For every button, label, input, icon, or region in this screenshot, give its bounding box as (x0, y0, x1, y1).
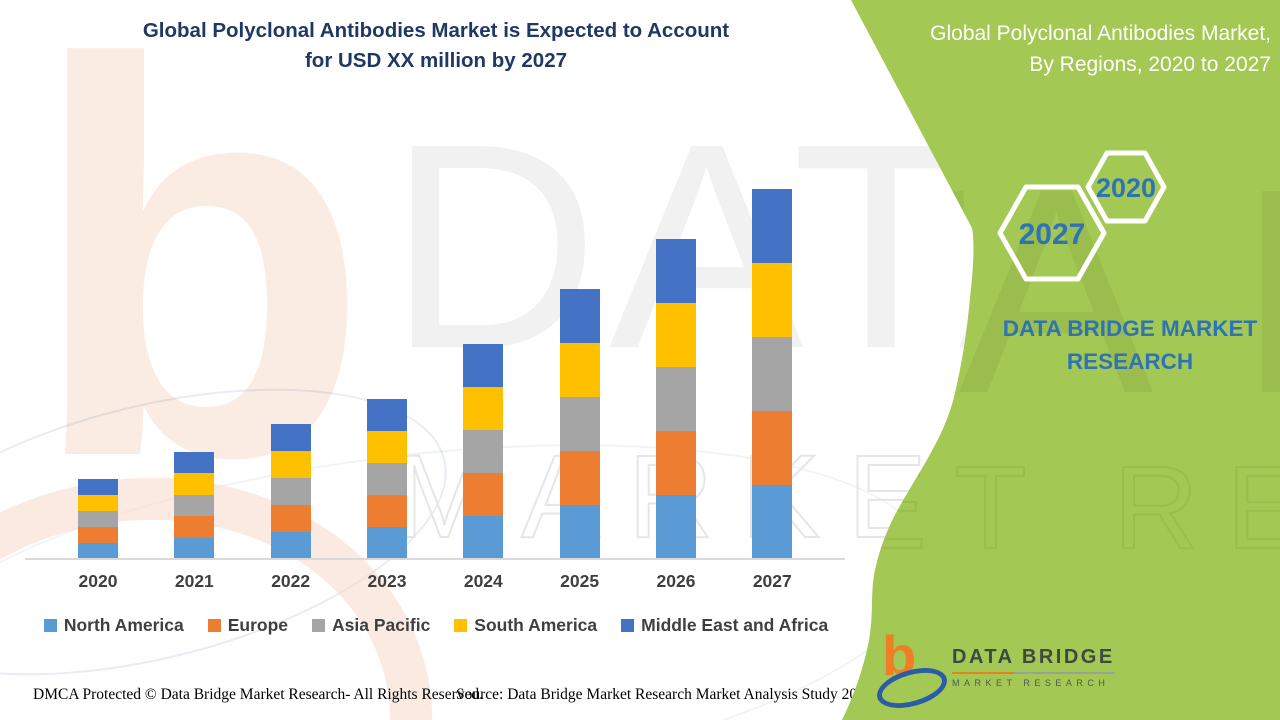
chart-title-line1: Global Polyclonal Antibodies Market is E… (142, 19, 730, 42)
panel-brand-text: DATA BRIDGE MARKET RESEARCH (985, 312, 1275, 378)
legend-swatch-icon (43, 619, 57, 632)
legend-swatch-icon (207, 619, 221, 632)
bar-segment-2024-middle-east-and-africa (463, 344, 504, 387)
logo-name: DATA BRIDGE (952, 646, 1115, 668)
bar-segment-2026-middle-east-and-africa (655, 239, 696, 303)
legend-swatch-icon (454, 619, 468, 632)
x-axis-label-2022: 2022 (271, 571, 311, 591)
bar-segment-2020-middle-east-and-africa (78, 479, 118, 495)
logo-b-icon: b (872, 628, 952, 716)
panel-title: Global Polyclonal Antibodies Market, By … (855, 18, 1271, 80)
bar-segment-2026-north-america (655, 495, 696, 559)
bar-segment-2022-europe (270, 505, 311, 532)
x-axis-label-2023: 2023 (367, 571, 407, 591)
hexagon-year-badges: 2027 2020 (997, 150, 1167, 282)
bar-segment-2027-europe (752, 411, 793, 485)
dmca-notice: DMCA Protected © Data Bridge Market Rese… (33, 686, 483, 703)
source-note: Source: Data Bridge Market Research Mark… (456, 686, 873, 703)
bar-segment-2026-south-america (655, 303, 696, 367)
x-axis-label-2025: 2025 (560, 571, 600, 591)
logo-underline (952, 672, 1115, 674)
legend-swatch-icon (621, 619, 635, 632)
bar-segment-2022-middle-east-and-africa (270, 424, 311, 451)
bar-segment-2025-north-america (559, 505, 600, 559)
legend-label: South America (474, 615, 598, 635)
bar-segment-2023-middle-east-and-africa (366, 399, 407, 431)
bar-segment-2027-middle-east-and-africa (752, 189, 793, 263)
x-axis-label-2026: 2026 (656, 571, 696, 591)
bar-segment-2021-middle-east-and-africa (174, 451, 215, 473)
bar-segment-2020-europe (78, 527, 118, 543)
chart-legend: North America Europe Asia Pacific South Ame… (0, 615, 872, 636)
bar-segment-2025-middle-east-and-africa (559, 289, 600, 343)
legend-item-south-america: South America (454, 615, 597, 636)
x-axis-label-2024: 2024 (463, 571, 503, 591)
bar-segment-2022-south-america (270, 451, 311, 478)
bar-segment-2027-north-america (752, 485, 793, 559)
bar-segment-2026-europe (655, 431, 696, 495)
bar-segment-2024-europe (463, 473, 504, 516)
bar-segment-2023-south-america (366, 431, 407, 463)
bar-segment-2026-asia-pacific (655, 367, 696, 431)
bar-segment-2023-north-america (366, 527, 407, 559)
bar-segment-2025-south-america (559, 343, 600, 397)
logo-subtitle: MARKET RESEARCH (952, 678, 1110, 688)
bar-segment-2023-europe (366, 495, 407, 527)
chart-title-line2: for USD XX million by 2027 (304, 49, 567, 72)
panel-brand-line2: RESEARCH (1066, 349, 1194, 374)
bar-segment-2024-asia-pacific (463, 430, 504, 473)
bar-segment-2022-north-america (270, 532, 311, 559)
legend-item-north-america: North America (43, 615, 184, 636)
bar-segment-2021-asia-pacific (174, 494, 215, 516)
panel-brand-line1: DATA BRIDGE MARKET (1002, 316, 1258, 341)
chart-title: Global Polyclonal Antibodies Market is E… (0, 16, 872, 76)
legend-label: Asia Pacific (332, 615, 431, 635)
legend-swatch-icon (312, 619, 326, 632)
x-axis-label-2020: 2020 (78, 571, 118, 591)
bar-segment-2023-asia-pacific (366, 463, 407, 495)
bar-segment-2025-asia-pacific (559, 397, 600, 451)
x-axis-label-2021: 2021 (174, 571, 214, 591)
bar-segment-2024-north-america (463, 516, 504, 559)
legend-label: North America (63, 615, 184, 635)
x-axis-label-2027: 2027 (752, 571, 792, 591)
panel-title-line2: By Regions, 2020 to 2027 (1029, 53, 1271, 76)
bar-segment-2024-south-america (463, 387, 504, 430)
hexagon-2020-label: 2020 (1096, 173, 1156, 203)
bar-segment-2027-asia-pacific (752, 337, 793, 411)
legend-label: Middle East and Africa (641, 615, 829, 635)
bar-segment-2021-europe (174, 516, 215, 538)
bar-segment-2020-north-america (78, 543, 118, 559)
bar-segment-2020-south-america (78, 495, 118, 511)
panel-title-line1: Global Polyclonal Antibodies Market, (930, 22, 1271, 45)
stacked-bar-chart: 2020 2021 2022 2023 2024 2025 2026 2027 (78, 189, 793, 591)
bar-segment-2020-asia-pacific (78, 511, 118, 527)
x-axis-line (25, 558, 845, 560)
bar-segment-2021-south-america (174, 473, 215, 495)
bar-segment-2025-europe (559, 451, 600, 505)
hexagon-2027-label: 2027 (1019, 218, 1086, 251)
bar-segment-2021-north-america (174, 537, 215, 559)
legend-item-middle-east-and-africa: Middle East and Africa (621, 615, 828, 636)
bar-segment-2027-south-america (752, 263, 793, 337)
legend-item-asia-pacific: Asia Pacific (312, 615, 430, 636)
legend-item-europe: Europe (207, 615, 289, 636)
data-bridge-logo: b DATA BRIDGE MARKET RESEARCH (872, 628, 1115, 716)
legend-label: Europe (227, 615, 289, 635)
bar-segment-2022-asia-pacific (270, 478, 311, 505)
